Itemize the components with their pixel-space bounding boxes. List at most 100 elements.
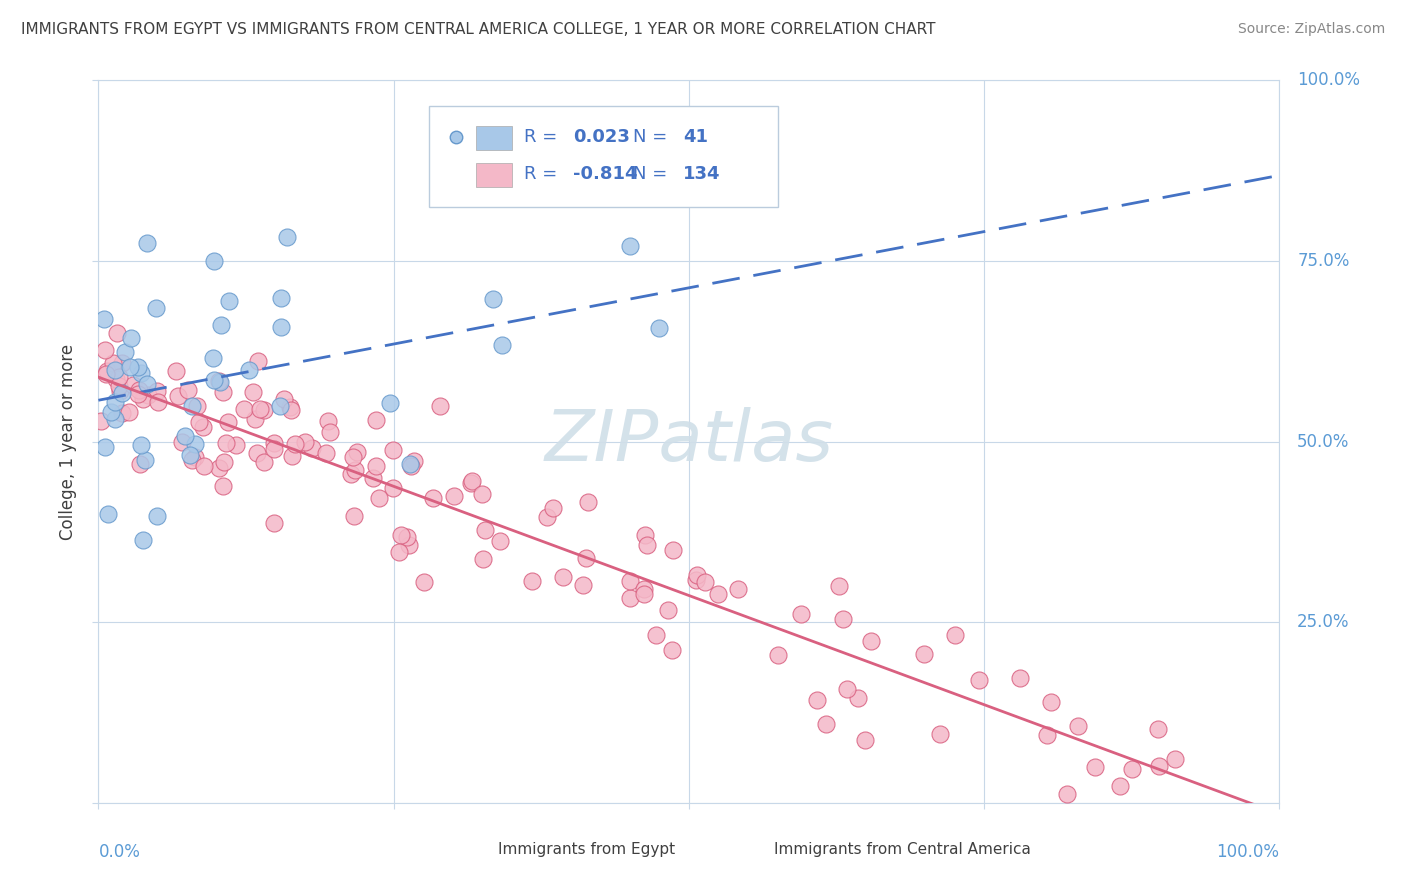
Point (96, 364, 118, 378)
Point (928, 727, 950, 741)
Text: IMMIGRANTS FROM EGYPT VS IMMIGRANTS FROM CENTRAL AMERICA COLLEGE, 1 YEAR OR MORE: IMMIGRANTS FROM EGYPT VS IMMIGRANTS FROM… (21, 22, 935, 37)
Point (188, 415, 211, 429)
Point (94, 367, 117, 381)
Point (93, 343, 115, 358)
Point (146, 384, 169, 398)
Point (727, 582, 749, 596)
Point (402, 454, 425, 468)
Point (340, 467, 363, 482)
Point (1035, 728, 1057, 742)
Point (170, 434, 193, 449)
Point (1008, 672, 1031, 686)
Point (382, 442, 405, 457)
Point (278, 400, 301, 414)
Point (1067, 719, 1090, 733)
Point (346, 445, 368, 459)
Point (399, 457, 422, 471)
Point (361, 471, 384, 485)
Point (114, 344, 136, 359)
Point (145, 301, 167, 315)
Point (315, 445, 337, 459)
Text: Immigrants from Central America: Immigrants from Central America (773, 842, 1031, 857)
Text: 100.0%: 100.0% (1216, 843, 1279, 861)
Point (128, 383, 150, 397)
FancyBboxPatch shape (477, 163, 512, 187)
Point (413, 574, 436, 589)
Point (146, 395, 169, 409)
Point (789, 607, 811, 621)
Point (342, 509, 364, 524)
Point (280, 402, 302, 417)
Point (184, 437, 207, 451)
Point (211, 479, 233, 493)
Point (367, 491, 389, 505)
Point (553, 570, 575, 584)
Point (536, 510, 558, 524)
Point (644, 628, 666, 642)
Text: 134: 134 (683, 165, 720, 183)
Point (225, 437, 247, 451)
Point (107, 326, 129, 340)
Point (136, 376, 159, 391)
Text: 50.0%: 50.0% (1298, 433, 1350, 450)
Point (253, 455, 276, 469)
Point (263, 516, 285, 530)
Point (215, 435, 238, 450)
FancyBboxPatch shape (730, 841, 766, 863)
Point (853, 732, 876, 747)
Point (212, 455, 235, 469)
Point (93, 312, 115, 326)
Point (209, 318, 232, 332)
Point (120, 331, 142, 345)
Point (245, 411, 267, 425)
Point (912, 647, 935, 661)
Text: Source: ZipAtlas.com: Source: ZipAtlas.com (1237, 22, 1385, 37)
Point (101, 355, 124, 369)
Point (253, 403, 276, 417)
Point (828, 579, 851, 593)
Point (238, 362, 260, 376)
Point (619, 239, 641, 253)
Point (832, 612, 855, 626)
Point (574, 550, 596, 565)
Point (364, 458, 387, 473)
Point (111, 406, 134, 420)
Point (848, 690, 870, 705)
Point (129, 438, 152, 452)
Point (273, 392, 295, 407)
Point (97, 507, 120, 521)
Point (633, 587, 655, 601)
Point (482, 293, 505, 307)
Point (1147, 723, 1170, 737)
Point (685, 573, 707, 587)
Point (388, 545, 411, 559)
Point (1164, 752, 1187, 766)
Point (945, 628, 967, 642)
Point (122, 377, 145, 392)
Point (118, 405, 141, 419)
Point (768, 648, 790, 662)
Point (1039, 695, 1062, 709)
Point (110, 385, 132, 400)
Point (1109, 780, 1132, 794)
Y-axis label: College, 1 year or more: College, 1 year or more (59, 343, 77, 540)
Point (1056, 787, 1078, 801)
Point (246, 446, 269, 460)
Point (366, 413, 388, 427)
Point (104, 412, 127, 426)
Text: -0.814: -0.814 (574, 165, 638, 183)
Point (146, 508, 169, 523)
Point (94, 440, 117, 454)
Point (181, 453, 204, 467)
Point (541, 500, 564, 515)
Text: R =: R = (523, 165, 562, 183)
Point (104, 362, 127, 376)
Point (284, 437, 307, 451)
Point (1083, 760, 1105, 774)
Point (136, 388, 159, 402)
Point (202, 254, 225, 268)
Point (174, 429, 197, 443)
Point (166, 364, 188, 378)
Point (242, 384, 264, 399)
Point (202, 373, 225, 387)
